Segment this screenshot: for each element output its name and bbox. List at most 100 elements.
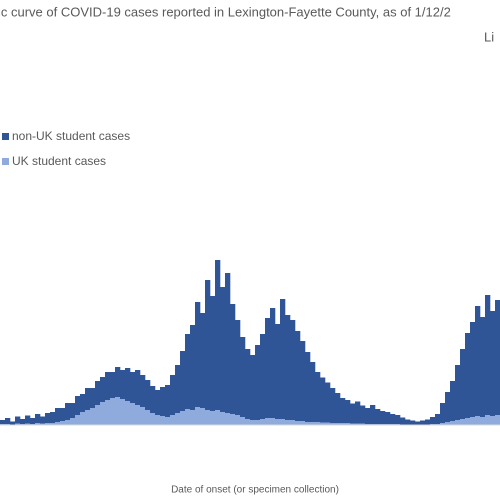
bar-segment [465, 333, 471, 418]
bar-segment [55, 422, 61, 425]
bar-segment [50, 423, 56, 425]
bar-segment [160, 387, 166, 416]
bar-segment [305, 352, 311, 422]
bar-segment [210, 296, 216, 411]
bar-segment [0, 420, 6, 424]
bar-segment [100, 402, 106, 425]
bar-segment [475, 416, 481, 425]
bar-segment [400, 417, 406, 425]
bar-segment [145, 380, 151, 410]
bar-segment [85, 388, 91, 410]
bar-segment [80, 412, 86, 425]
bar-segment [490, 311, 496, 416]
bar-segment [310, 362, 316, 422]
bar-segment [435, 414, 441, 424]
bar-segment [55, 408, 61, 422]
bar-segment [75, 415, 81, 425]
bar-segment [255, 345, 261, 420]
bar-segment [370, 405, 376, 424]
bar-segment [135, 370, 141, 405]
bar-segment [200, 408, 206, 425]
bar-segment [70, 403, 76, 418]
bar-segment [300, 421, 306, 425]
bar-segment [330, 423, 336, 425]
bar-segment [20, 419, 26, 424]
bar-segment [455, 420, 461, 425]
bar-segment [470, 417, 476, 425]
bar-segment [235, 320, 241, 415]
bar-segment [120, 370, 126, 399]
bar-segment [450, 421, 456, 425]
bar-segment [120, 399, 126, 425]
bar-segment [475, 306, 481, 416]
bar-segment [190, 410, 196, 425]
bar-segment [350, 423, 356, 425]
bar-segment [75, 396, 81, 415]
bar-segment [110, 372, 116, 398]
bar-segment [130, 372, 136, 403]
bar-segment [205, 410, 211, 425]
bar-segment [170, 415, 176, 425]
bar-segment [85, 410, 91, 425]
bar-segment [225, 413, 231, 425]
bar-segment [470, 322, 476, 417]
bar-segment [420, 420, 426, 425]
bar-segment [260, 419, 266, 425]
bar-segment [325, 422, 331, 425]
bar-segment [35, 423, 41, 425]
legend-label: UK student cases [12, 154, 106, 168]
legend-swatch [2, 133, 9, 140]
bar-segment [95, 405, 101, 425]
chart-subtitle: Li [484, 29, 494, 44]
bar-segment [495, 415, 500, 425]
bar-segment [235, 415, 241, 425]
bar-segment [305, 422, 311, 425]
bar-segment [335, 393, 341, 423]
bar-segment [315, 422, 321, 425]
bar-segment [145, 410, 151, 425]
bar-segment [10, 421, 16, 425]
bar-segment [270, 418, 276, 425]
bar-segment [390, 414, 396, 424]
bar-segment [345, 400, 351, 423]
bar-segment [40, 416, 46, 424]
bar-segment [195, 407, 201, 425]
bar-segment [195, 302, 201, 407]
x-axis-label: Date of onset (or specimen collection) [171, 485, 339, 496]
bar-segment [310, 422, 316, 425]
legend-swatch [2, 158, 9, 165]
bar-segment [260, 334, 266, 419]
bar-segment [445, 422, 451, 425]
bar-segment [35, 414, 41, 423]
bar-segment [490, 416, 496, 425]
bar-segment [335, 423, 341, 425]
bar-segment [220, 412, 226, 425]
bar-segment [250, 420, 256, 425]
bar-segment [280, 299, 286, 419]
bar-segment [170, 375, 176, 415]
bar-segment [150, 386, 156, 413]
bar-segment [5, 418, 11, 424]
bar-segment [415, 421, 421, 425]
bar-segment [360, 423, 366, 425]
bar-segment [395, 415, 401, 424]
bar-segment [480, 417, 486, 425]
bar-segment [265, 318, 271, 418]
bar-segment [160, 416, 166, 425]
bar-segment [185, 334, 191, 409]
bar-segment [430, 417, 436, 424]
bar-segment [40, 423, 46, 425]
bar-segment [280, 419, 286, 425]
bar-segment [70, 418, 76, 425]
bar-segment [355, 423, 361, 425]
bar-segment [240, 337, 246, 417]
bar-segment [450, 381, 456, 421]
legend-label: non-UK student cases [12, 129, 130, 143]
bar-segment [130, 403, 136, 425]
bar-segment [250, 355, 256, 420]
bar-segment [230, 304, 236, 414]
bar-segment [330, 388, 336, 423]
bar-segment [150, 413, 156, 425]
bar-segment [285, 315, 291, 420]
